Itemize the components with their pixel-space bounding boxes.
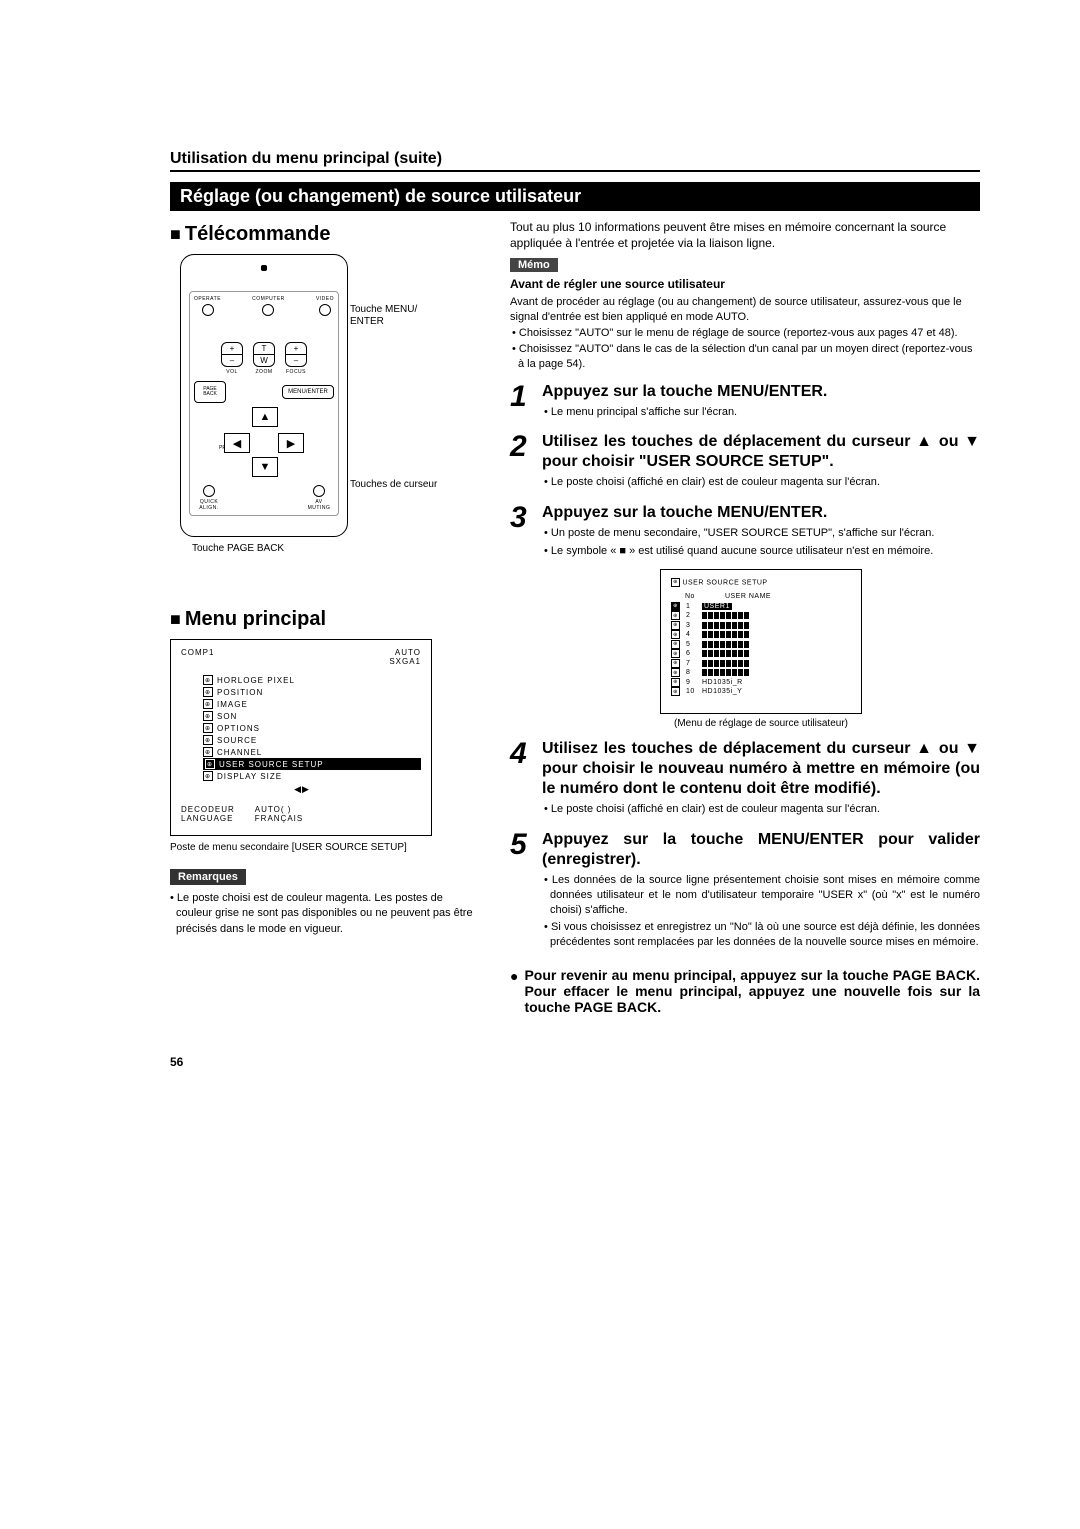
uss-row: ⊕1USER1 (671, 602, 851, 611)
intro-text: Tout au plus 10 informations peuvent êtr… (510, 219, 980, 251)
memo-bullet: • Choisissez "AUTO" dans le cas de la sé… (510, 342, 980, 372)
focus-buttons[interactable]: +– (285, 342, 307, 367)
uss-row: ⊕3 (671, 621, 851, 630)
uss-row: ⊕2 (671, 611, 851, 620)
square-bullet-icon: ■ (170, 224, 181, 245)
step-1: 1 Appuyez sur la touche MENU/ENTER. • Le… (510, 382, 980, 423)
step-5: 5 Appuyez sur la touche MENU/ENTER pour … (510, 830, 980, 953)
vol-buttons[interactable]: +– (221, 342, 243, 367)
page-number: 56 (170, 1055, 980, 1069)
uss-row: ⊕6 (671, 649, 851, 658)
step-number: 1 (510, 382, 536, 423)
step-bullet: • Le poste choisi (affiché en clair) est… (542, 802, 980, 817)
step-number: 4 (510, 739, 536, 820)
remote-outline: OPERATE COMPUTER VIDEO +–VOL TWZOOM +–FO… (180, 254, 348, 537)
callout-menu-enter: Touche MENU/ ENTER (350, 304, 440, 328)
callout-page-back: Touche PAGE BACK (192, 543, 480, 554)
step-number: 2 (510, 432, 536, 493)
cursor-down-button[interactable]: ▼ (252, 457, 278, 477)
step-bullet: • Le menu principal s'affiche sur l'écra… (542, 405, 980, 420)
bullet-icon: ● (510, 967, 518, 1015)
uss-row: ⊕5 (671, 640, 851, 649)
step-title: Appuyez sur la touche MENU/ENTER. (542, 503, 980, 523)
step-title: Appuyez sur la touche MENU/ENTER. (542, 382, 980, 402)
remarques-label: Remarques (170, 869, 246, 885)
cursor-left-button[interactable]: ◀ (224, 433, 250, 453)
user-source-setup-diagram: ⊕ USER SOURCE SETUP NoUSER NAME ⊕1USER1⊕… (660, 569, 862, 714)
section-title-bar: Réglage (ou changement) de source utilis… (170, 182, 980, 211)
operate-button[interactable] (202, 304, 214, 316)
memo-text: Avant de procéder au réglage (ou au chan… (510, 295, 980, 325)
memo-bullet: • Choisissez "AUTO" sur le menu de régla… (510, 326, 980, 341)
selected-menu-item: ⊕USER SOURCE SETUP (203, 758, 421, 770)
step-4: 4 Utilisez les touches de déplacement du… (510, 739, 980, 820)
menu-principal-heading: ■Menu principal (170, 608, 480, 631)
step-bullet: • Les données de la source ligne présent… (542, 873, 980, 918)
cursor-right-button[interactable]: ▶ (278, 433, 304, 453)
menu-enter-button[interactable]: MENU/ENTER (282, 385, 334, 399)
main-menu-diagram: COMP1 AUTOSXGA1 ⊕HORLOGE PIXEL ⊕POSITION… (170, 639, 432, 836)
step-number: 3 (510, 503, 536, 729)
step-2: 2 Utilisez les touches de déplacement du… (510, 432, 980, 493)
uss-row: ⊕10HD1035i_Y (671, 687, 851, 696)
step-number: 5 (510, 830, 536, 953)
closing-note: ● Pour revenir au menu principal, appuye… (510, 967, 980, 1015)
manual-page: Utilisation du menu principal (suite) Ré… (0, 0, 1080, 1149)
uss-row: ⊕8 (671, 668, 851, 677)
uss-row: ⊕9HD1035i_R (671, 678, 851, 687)
breadcrumb: Utilisation du menu principal (suite) (170, 150, 980, 172)
menu-caption: Poste de menu secondaire [USER SOURCE SE… (170, 842, 480, 853)
right-column: Tout au plus 10 informations peuvent êtr… (510, 219, 980, 1015)
memo-label: Mémo (510, 258, 558, 272)
page-back-button[interactable]: PAGEBACK (194, 381, 226, 403)
video-button[interactable] (319, 304, 331, 316)
telecommande-heading: ■Télécommande (170, 223, 480, 246)
step-bullet: • Le symbole « ■ » est utilisé quand auc… (542, 544, 980, 559)
step-title: Utilisez les touches de déplacement du c… (542, 739, 980, 799)
cursor-up-button[interactable]: ▲ (252, 407, 278, 427)
remarques-text: • Le poste choisi est de couleur magenta… (170, 891, 480, 937)
square-bullet-icon: ■ (170, 609, 181, 630)
memo-title: Avant de régler une source utilisateur (510, 277, 980, 291)
remote-diagram: Touche MENU/ ENTER Touches de curseur OP… (180, 254, 480, 554)
av-muting-button[interactable] (313, 485, 325, 497)
uss-row: ⊕7 (671, 659, 851, 668)
step-bullet: • Le poste choisi (affiché en clair) est… (542, 475, 980, 490)
step-title: Appuyez sur la touche MENU/ENTER pour va… (542, 830, 980, 870)
step-bullet: • Un poste de menu secondaire, "USER SOU… (542, 526, 980, 541)
cursor-pad: PRESET ▲ ▼ ◀ ▶ (219, 407, 309, 477)
uss-row: ⊕4 (671, 630, 851, 639)
computer-button[interactable] (262, 304, 274, 316)
quick-align-button[interactable] (203, 485, 215, 497)
callout-cursor: Touches de curseur (350, 479, 440, 491)
uss-caption: (Menu de réglage de source utilisateur) (542, 718, 980, 729)
step-bullet: • Si vous choisissez et enregistrez un "… (542, 920, 980, 950)
step-title: Utilisez les touches de déplacement du c… (542, 432, 980, 472)
zoom-buttons[interactable]: TW (253, 342, 275, 367)
step-3: 3 Appuyez sur la touche MENU/ENTER. • Un… (510, 503, 980, 729)
left-column: ■Télécommande Touche MENU/ ENTER Touches… (170, 219, 480, 1015)
